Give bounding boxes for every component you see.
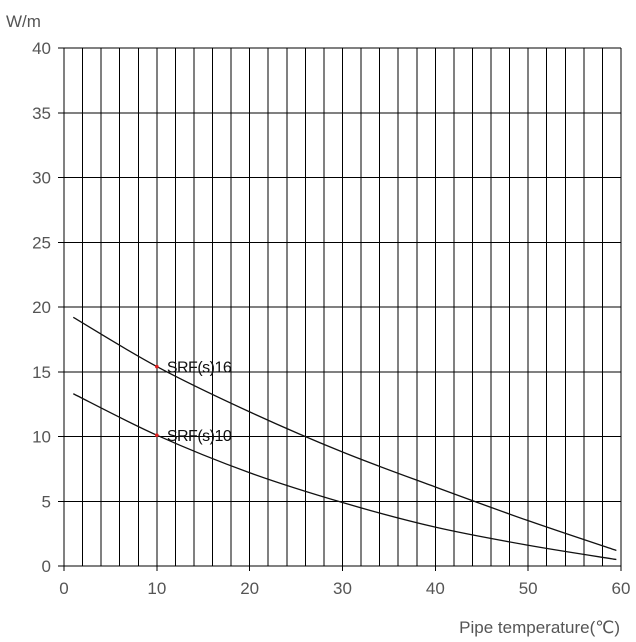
x-tick-label: 50 [519, 579, 538, 598]
grid [58, 47, 622, 571]
x-tick-label: 40 [426, 579, 445, 598]
y-tick-label: 15 [32, 363, 51, 382]
y-tick-label: 20 [32, 298, 51, 317]
series-line-2 [72, 393, 617, 561]
x-tick-label: 0 [59, 579, 68, 598]
series-marker-1 [155, 364, 159, 369]
x-tick-label: 30 [333, 579, 352, 598]
y-tick-label: 35 [32, 104, 51, 123]
y-tick-label: 30 [32, 169, 51, 188]
tick-labels: 0 5 10 15 20 25 30 35 40 0 10 20 30 40 50 60 [32, 39, 630, 598]
y-tick-label: 40 [32, 39, 51, 58]
series-marker-2 [155, 433, 159, 438]
y-tick-label: 0 [42, 557, 51, 576]
series-labels: SRF(s)16 SRF(s)10 [155, 360, 232, 445]
series-lines [72, 316, 617, 561]
y-tick-label: 25 [32, 233, 51, 252]
x-tick-label: 20 [240, 579, 259, 598]
series-label-2: SRF(s)10 [167, 428, 232, 445]
x-tick-label: 60 [612, 579, 631, 598]
y-tick-label: 5 [42, 492, 51, 511]
x-axis-title: Pipe temperature(℃) [459, 618, 620, 637]
y-tick-label: 10 [32, 428, 51, 447]
y-axis-title: W/m [6, 12, 41, 31]
series-label-1: SRF(s)16 [167, 360, 232, 377]
x-tick-label: 10 [147, 579, 166, 598]
